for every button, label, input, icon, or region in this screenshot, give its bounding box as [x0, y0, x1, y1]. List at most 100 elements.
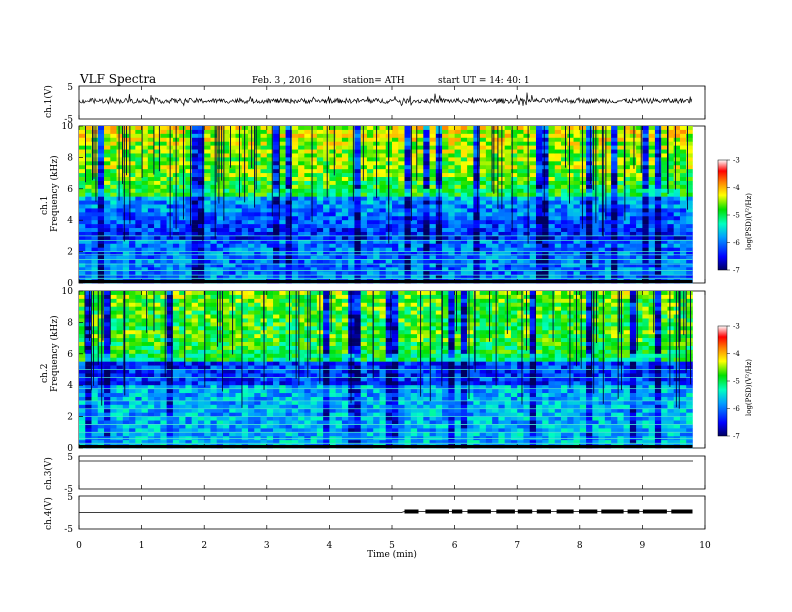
heatmap-cell	[260, 231, 268, 237]
heatmap-cell	[611, 129, 618, 135]
heatmap-cell	[91, 298, 99, 304]
heatmap-cell	[623, 247, 631, 252]
heatmap-cell	[179, 188, 186, 194]
heatmap-cell	[310, 255, 318, 260]
heatmap-cell	[172, 361, 180, 366]
heatmap-cell	[579, 184, 587, 190]
heatmap-cell	[160, 365, 167, 370]
heatmap-cell	[229, 389, 236, 394]
heatmap-cell	[79, 440, 86, 445]
heatmap-cell	[667, 267, 674, 272]
heatmap-cell	[279, 129, 286, 135]
heatmap-cell	[385, 251, 393, 256]
heatmap-cell	[185, 235, 192, 241]
heatmap-cell	[373, 239, 380, 245]
heatmap-cell	[298, 247, 305, 252]
heatmap-cell	[122, 326, 130, 331]
heatmap-cell	[304, 196, 311, 201]
heatmap-cell	[329, 255, 336, 260]
heatmap-cell	[191, 141, 199, 146]
heatmap-cell	[379, 275, 387, 280]
heatmap-cell	[85, 271, 92, 276]
heatmap-cell	[429, 235, 437, 241]
heatmap-cell	[529, 263, 537, 268]
heatmap-cell	[166, 310, 174, 315]
heatmap-cell	[335, 216, 343, 221]
heatmap-cell	[504, 267, 512, 272]
heatmap-cell	[417, 263, 424, 268]
heatmap-cell	[379, 251, 387, 256]
heatmap-cell	[122, 424, 130, 429]
heatmap-cell	[654, 228, 662, 233]
heatmap-cell	[104, 204, 111, 209]
heatmap-cell	[561, 200, 568, 205]
heatmap-cell	[154, 165, 161, 170]
heatmap-cell	[185, 263, 192, 268]
heatmap-cell	[366, 188, 374, 194]
heatmap-cell	[97, 400, 105, 406]
heatmap-cell	[248, 255, 255, 260]
heatmap-cell	[304, 177, 311, 182]
heatmap-cell	[147, 412, 155, 417]
heatmap-cell	[542, 243, 549, 248]
heatmap-cell	[79, 126, 86, 131]
heatmap-cell	[348, 208, 355, 213]
heatmap-cell	[517, 157, 524, 162]
heatmap-cell	[648, 165, 656, 170]
heatmap-cell	[85, 385, 92, 390]
heatmap-cell	[360, 173, 368, 178]
heatmap-cell	[135, 180, 142, 186]
heatmap-cell	[604, 200, 612, 205]
heatmap-cell	[310, 208, 318, 213]
heatmap-cell	[260, 129, 268, 135]
heatmap-cell	[648, 145, 656, 150]
heatmap-cell	[241, 243, 249, 248]
heatmap-cell	[404, 271, 412, 276]
heatmap-cell	[410, 161, 418, 166]
heatmap-cell	[216, 173, 224, 178]
heatmap-cell	[623, 212, 631, 217]
heatmap-cell	[586, 267, 593, 272]
heatmap-cell	[97, 393, 105, 398]
heatmap-cell	[567, 188, 574, 194]
heatmap-cell	[285, 231, 293, 237]
heatmap-cell	[160, 428, 167, 433]
heatmap-cell	[379, 212, 387, 217]
heatmap-cell	[185, 381, 192, 386]
heatmap-cell	[542, 133, 549, 139]
heatmap-cell	[191, 428, 199, 433]
heatmap-cell	[79, 416, 86, 421]
heatmap-cell	[417, 267, 424, 272]
heatmap-cell	[611, 216, 618, 221]
heatmap-cell	[179, 428, 186, 433]
heatmap-cell	[79, 302, 86, 307]
heatmap-cell	[222, 440, 230, 445]
heatmap-cell	[460, 231, 468, 237]
heatmap-cell	[485, 208, 493, 213]
heatmap-cell	[479, 180, 487, 186]
heatmap-cell	[129, 247, 136, 252]
heatmap-cell	[91, 365, 99, 370]
heatmap-cell	[604, 192, 612, 197]
heatmap-cell	[354, 228, 361, 233]
heatmap-cell	[216, 353, 224, 359]
heatmap-cell	[248, 216, 255, 221]
heatmap-cell	[229, 377, 236, 382]
heatmap-cell	[454, 129, 462, 135]
heatmap-cell	[404, 263, 412, 268]
heatmap-cell	[661, 137, 668, 142]
heatmap-cell	[567, 212, 574, 217]
heatmap-cell	[229, 145, 236, 150]
heatmap-cell	[467, 235, 474, 241]
heatmap-cell	[492, 177, 499, 182]
heatmap-cell	[147, 385, 155, 390]
heatmap-cell	[567, 165, 574, 170]
heatmap-cell	[592, 259, 599, 264]
heatmap-cell	[116, 165, 124, 170]
heatmap-cell	[554, 251, 562, 256]
heatmap-cell	[91, 322, 99, 327]
heatmap-cell	[285, 216, 293, 221]
heatmap-cell	[110, 228, 117, 233]
heatmap-cell	[135, 369, 142, 374]
heatmap-cell	[135, 169, 142, 174]
